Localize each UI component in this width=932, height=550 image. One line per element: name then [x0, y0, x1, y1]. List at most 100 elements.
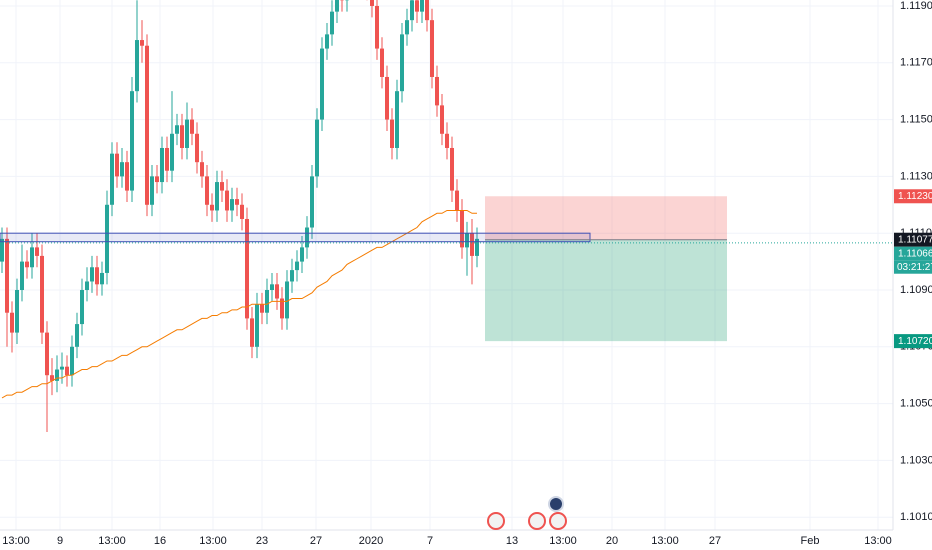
- candle-body: [85, 281, 89, 290]
- candle-body: [230, 199, 234, 211]
- candle-body: [420, 0, 424, 12]
- price-label-box: [894, 232, 932, 247]
- target-zone: [485, 239, 727, 342]
- x-tick-label: 13:00: [864, 535, 892, 547]
- candle-body: [125, 162, 129, 191]
- x-tick-label: 23: [256, 535, 268, 547]
- candle-body: [25, 261, 29, 268]
- price-label: 1.11077: [898, 234, 932, 245]
- candle-body: [20, 261, 24, 290]
- candle-body: [160, 147, 164, 183]
- price-label-box: [894, 334, 932, 349]
- candle-body: [100, 272, 104, 285]
- candle-body: [215, 182, 219, 211]
- candle-body: [225, 190, 229, 211]
- x-tick-label: Feb: [801, 535, 820, 547]
- candle-body: [55, 369, 59, 381]
- candle-body: [370, 0, 374, 6]
- moving-average: [1, 209, 477, 399]
- candle-body: [220, 182, 224, 191]
- candle-body: [200, 162, 204, 177]
- candle-body: [65, 366, 69, 376]
- candle-body: [290, 270, 294, 282]
- candle-body: [410, 0, 414, 21]
- candle-body: [390, 119, 394, 148]
- candle-body: [405, 20, 409, 35]
- price-label-box: [894, 246, 932, 261]
- x-tick-label: 13: [506, 535, 518, 547]
- candle-body: [460, 210, 464, 248]
- stop-zone: [485, 196, 727, 240]
- event-icon[interactable]: [549, 512, 567, 530]
- candle-body: [140, 40, 144, 46]
- candle-body: [185, 119, 189, 148]
- candle-body: [70, 346, 74, 376]
- countdown-box: [894, 260, 932, 274]
- candle-body: [60, 366, 64, 370]
- y-tick-label: 1.11500: [900, 113, 932, 125]
- candle-body: [380, 48, 384, 77]
- x-tick-label: 27: [709, 535, 721, 547]
- candle-body: [260, 304, 264, 313]
- y-tick-label: 1.10900: [900, 284, 932, 296]
- candle-body: [180, 125, 184, 148]
- event-icon[interactable]: [487, 512, 505, 530]
- candle-body: [135, 40, 139, 92]
- candle-body: [465, 233, 469, 248]
- candle-body: [300, 247, 304, 262]
- candle-body: [440, 105, 444, 134]
- candle-body: [240, 204, 244, 219]
- candle-body: [145, 45, 149, 205]
- candle-body: [245, 218, 249, 319]
- candle-body: [375, 5, 379, 49]
- y-tick-label: 1.11900: [900, 0, 932, 12]
- candle-body: [415, 0, 419, 12]
- candle-body: [280, 298, 284, 319]
- candle-body: [275, 284, 279, 299]
- candle-body: [265, 289, 269, 313]
- candle-body: [295, 261, 299, 271]
- candle-body: [40, 255, 44, 333]
- price-label: 1.11066: [898, 248, 932, 259]
- x-tick-label: 2020: [359, 535, 383, 547]
- candle-body: [250, 318, 254, 347]
- candle-body: [400, 34, 404, 92]
- candle-body: [0, 238, 4, 262]
- x-tick-label: 9: [57, 535, 63, 547]
- candle-body: [45, 332, 49, 376]
- y-tick-label: 1.11300: [900, 170, 932, 182]
- candle-body: [30, 247, 34, 268]
- candle-body: [310, 176, 314, 228]
- candle-body: [235, 199, 239, 205]
- plot-area: [0, 0, 893, 433]
- x-tick-label: 13:00: [651, 535, 679, 547]
- candle-body: [255, 304, 259, 347]
- candle-body: [95, 267, 99, 285]
- x-tick-label: 16: [154, 535, 166, 547]
- target-zone-fill: [485, 239, 727, 342]
- candle-body: [150, 176, 154, 205]
- candle-body: [330, 11, 334, 35]
- candle-body: [285, 281, 289, 319]
- candle-body: [425, 0, 429, 21]
- event-icon[interactable]: [548, 496, 564, 512]
- price-label-box: [894, 189, 932, 204]
- candle-body: [210, 204, 214, 211]
- candle-body: [5, 238, 9, 313]
- y-tick-label: 1.10100: [900, 511, 932, 523]
- price-label: 1.11230: [898, 191, 932, 202]
- candle-body: [450, 147, 454, 191]
- candle-body: [190, 119, 194, 134]
- price-label: 1.10720: [898, 336, 932, 347]
- candle-body: [15, 289, 19, 333]
- y-tick-label: 1.10500: [900, 398, 932, 410]
- x-tick-label: 13:00: [549, 535, 577, 547]
- candle-body: [195, 133, 199, 163]
- candle-body: [435, 76, 439, 106]
- candle-body: [10, 312, 14, 333]
- candle-body: [430, 20, 434, 77]
- event-icon[interactable]: [528, 512, 546, 530]
- x-tick-label: 13:00: [2, 535, 30, 547]
